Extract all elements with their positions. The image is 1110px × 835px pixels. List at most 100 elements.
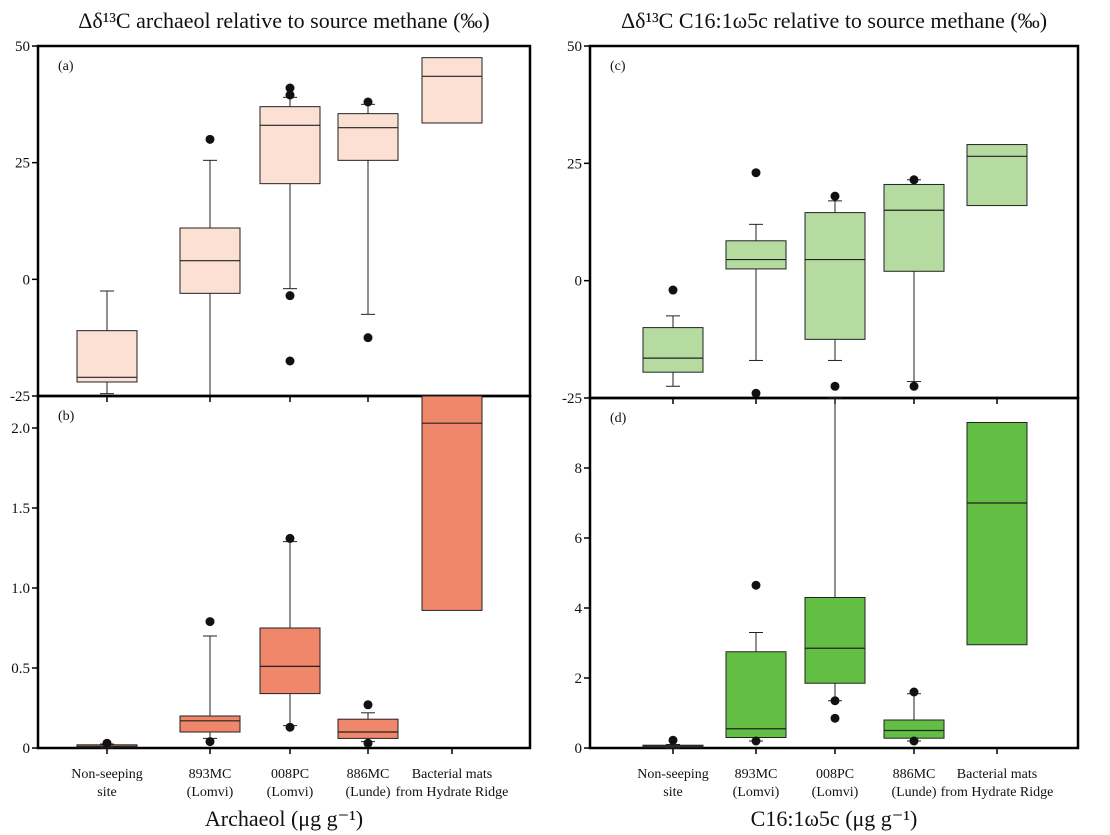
y-tick-label: 50 [567,39,582,55]
iqr-box [421,57,483,124]
outlier-point [363,333,373,343]
x-category-label: 008PC (Lomvi) [267,767,314,800]
box-3 [804,397,866,723]
outlier-point [285,90,295,100]
x-category-label: 886MC (Lunde) [891,767,936,800]
box-1 [642,285,704,387]
panel-a: -25 0 25 50 (a) Δδ¹³C archaeol relative to so… [10,8,532,405]
outlier-point [909,175,919,185]
outlier-point [363,700,373,710]
iqr-box [179,715,241,733]
box-1 [642,735,704,749]
iqr-box [883,719,945,739]
outlier-point [830,191,840,201]
left-column: -25 0 25 50 (a) Δδ¹³C archaeol relative to so… [10,8,532,831]
panel-letter: (b) [58,409,75,424]
box-2 [725,168,787,398]
x-category-label: 008PC (Lomvi) [812,767,859,800]
y-tick-label: 2 [575,671,583,687]
box-4 [883,687,945,746]
outlier-point [830,381,840,391]
x-category-label: 886MC (Lunde) [345,767,390,800]
y-tick-label: 8 [575,461,583,477]
y-tick-label: 1.5 [11,501,30,517]
panel-letter: (a) [58,59,74,74]
outlier-point [830,713,840,723]
y-tick-label: 4 [575,601,583,617]
iqr-box [725,651,787,738]
box-3 [259,533,321,732]
x-axis-label: C16:1ω5c (μg g⁻¹) [751,806,918,831]
x-category-label: Bacterial mats from Hydrate Ridge [396,767,509,800]
box-3 [259,83,321,366]
box-1 [76,738,138,749]
iqr-box [421,395,483,611]
outlier-point [668,285,678,295]
iqr-box [76,330,138,383]
outlier-point [205,617,215,627]
panel-title: Δδ¹³C archaeol relative to source methan… [78,8,490,33]
iqr-box [804,212,866,340]
y-tick-label: 50 [15,39,30,55]
iqr-box [883,183,945,272]
box-2 [179,617,241,747]
box-5 [421,395,483,611]
outlier-point [909,687,919,697]
outlier-point [205,134,215,144]
x-category-label: Non-seeping site [637,767,709,800]
box-5 [966,144,1028,207]
y-tick-label: 0.5 [11,661,30,677]
outlier-point [751,580,761,590]
x-category-label: 893MC (Lomvi) [733,767,780,800]
y-tick-label: -25 [10,389,30,405]
box-4 [337,97,399,343]
y-tick-label: 2.0 [11,421,30,437]
iqr-box [337,113,399,161]
box-4 [883,175,945,391]
y-tick-label: 0 [575,741,583,757]
x-category-label: Non-seeping site [71,767,143,800]
panel-c: -25 0 25 50 (c) Δδ¹³C C16:1ω5c relative to so… [562,8,1080,407]
panel-frame [36,394,532,750]
iqr-box [725,240,787,270]
outlier-point [751,168,761,178]
y-tick-label: -25 [562,391,582,407]
outlier-point [830,696,840,706]
y-tick-label: 0 [23,272,31,288]
x-axis-label: Archaeol (μg g⁻¹) [205,806,363,831]
outlier-point [205,737,215,747]
outlier-point [363,97,373,107]
outlier-point [751,388,761,398]
outlier-point [363,738,373,748]
y-tick-label: 0 [23,741,31,757]
panel-letter: (d) [610,411,627,426]
panel-title: Δδ¹³C C16:1ω5c relative to source methan… [621,8,1047,33]
outlier-point [909,736,919,746]
panel-d: 0 2 4 6 8 (d) Non-seeping site 893MC (Lomvi) 008PC… [575,396,1080,831]
y-tick-label: 6 [575,531,583,547]
box-5 [421,57,483,124]
iqr-box [804,597,866,684]
outlier-point [285,291,295,301]
outlier-point [909,381,919,391]
outlier-point [285,83,295,93]
y-tick-label: 1.0 [11,581,30,597]
box-1 [76,290,138,395]
outlier-point [668,735,678,745]
y-tick-label: 25 [567,156,582,172]
outlier-point [751,736,761,746]
panel-letter: (c) [610,59,626,74]
x-category-label: 893MC (Lomvi) [187,767,234,800]
box-3 [804,191,866,391]
outlier-point [285,722,295,732]
outlier-point [285,533,295,543]
box-2 [725,580,787,746]
right-column: -25 0 25 50 (c) Δδ¹³C C16:1ω5c relative to so… [562,8,1080,831]
iqr-box [966,422,1028,646]
box-2 [179,134,241,397]
outlier-point [285,356,295,366]
x-category-label: Bacterial mats from Hydrate Ridge [941,767,1054,800]
box-5 [966,422,1028,646]
iqr-box [259,627,321,695]
